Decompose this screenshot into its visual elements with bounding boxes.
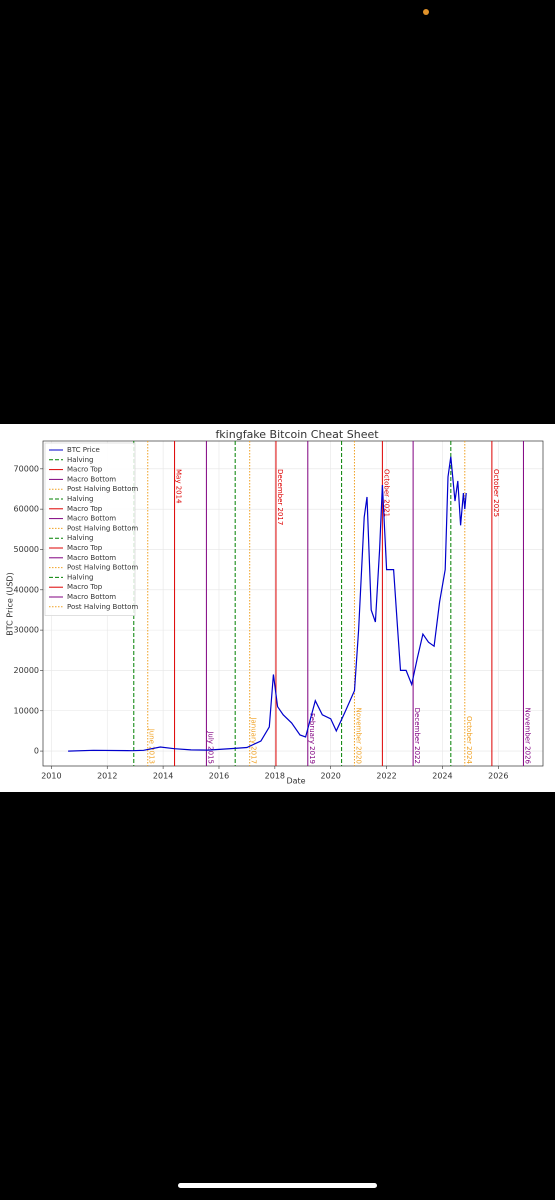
y-tick-label: 60000 xyxy=(14,505,39,514)
marker-label: November 2026 xyxy=(523,708,531,765)
legend-label: Macro Bottom xyxy=(67,554,116,562)
y-tick-label: 0 xyxy=(34,747,39,756)
marker-label: May 2014 xyxy=(175,469,183,504)
x-tick-label: 2016 xyxy=(209,772,229,781)
y-tick-label: 40000 xyxy=(14,585,39,594)
legend-label: Post Halving Bottom xyxy=(67,485,138,493)
marker-label: February 2019 xyxy=(308,713,316,764)
legend-label: Macro Top xyxy=(67,583,103,591)
x-axis-label: Date xyxy=(286,777,305,786)
y-tick-label: 30000 xyxy=(14,626,39,635)
legend-label: Post Halving Bottom xyxy=(67,603,138,611)
legend-label: Macro Bottom xyxy=(67,475,116,483)
price-line xyxy=(68,456,467,752)
status-indicator xyxy=(423,9,429,15)
chart: fkingfake Bitcoin Cheat Sheet Date BTC P… xyxy=(0,424,555,792)
x-tick-label: 2012 xyxy=(97,772,117,781)
marker-label: June 2013 xyxy=(148,728,156,764)
y-tick-label: 10000 xyxy=(14,706,39,715)
legend-label: Halving xyxy=(67,534,93,542)
legend-label: Macro Top xyxy=(67,466,103,474)
marker-label: October 2021 xyxy=(382,469,390,517)
marker-label: July 2015 xyxy=(206,730,214,764)
legend-label: Halving xyxy=(67,573,93,581)
marker-label: January 2017 xyxy=(250,716,258,764)
marker-label: December 2022 xyxy=(413,708,421,764)
x-tick-label: 2014 xyxy=(153,772,173,781)
chart-title: fkingfake Bitcoin Cheat Sheet xyxy=(215,428,379,441)
legend-label: Macro Bottom xyxy=(67,593,116,601)
y-axis-label: BTC Price (USD) xyxy=(6,572,15,635)
x-tick-label: 2026 xyxy=(488,772,508,781)
marker-label: October 2025 xyxy=(492,469,500,517)
legend-label: Post Halving Bottom xyxy=(67,564,138,572)
marker-label: October 2024 xyxy=(465,716,473,765)
marker-label: November 2020 xyxy=(354,708,362,764)
x-tick-label: 2024 xyxy=(432,772,452,781)
legend-label: BTC Price xyxy=(67,446,100,454)
y-tick-label: 20000 xyxy=(14,666,39,675)
legend-label: Post Halving Bottom xyxy=(67,524,138,532)
legend-label: Halving xyxy=(67,456,93,464)
legend-label: Halving xyxy=(67,495,93,503)
x-tick-label: 2022 xyxy=(376,772,396,781)
y-tick-label: 50000 xyxy=(14,545,39,554)
home-indicator xyxy=(178,1183,377,1188)
plot-frame xyxy=(42,440,544,767)
legend-label: Macro Top xyxy=(67,544,103,552)
marker-label: December 2017 xyxy=(276,469,284,525)
legend-label: Macro Top xyxy=(67,505,103,513)
x-tick-label: 2010 xyxy=(41,772,61,781)
y-tick-label: 70000 xyxy=(14,464,39,473)
x-tick-label: 2020 xyxy=(321,772,341,781)
legend-label: Macro Bottom xyxy=(67,515,116,523)
x-tick-label: 2018 xyxy=(265,772,285,781)
